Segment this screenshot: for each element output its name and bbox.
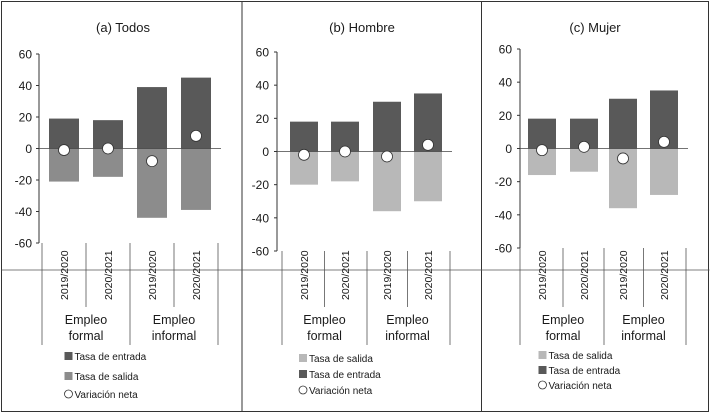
legend-label: Tasa de salida <box>75 372 139 383</box>
group-label-line2: formal <box>69 329 104 343</box>
y-tick-label: 0 <box>262 145 269 159</box>
legend-label: Tasa de entrada <box>549 366 621 377</box>
group-label-line1: Empleo <box>65 313 107 327</box>
group-label-line1: Empleo <box>303 313 345 327</box>
group-label-line2: formal <box>546 329 581 343</box>
y-tick-label: -60 <box>15 237 33 251</box>
y-tick-label: 60 <box>256 46 270 60</box>
bar-tasa-de-salida <box>570 148 598 172</box>
net-variation-marker <box>422 138 434 151</box>
chart-title: (b) Hombre <box>329 20 395 35</box>
y-tick-label: -40 <box>495 208 513 222</box>
y-tick-label: -40 <box>252 211 270 225</box>
chart-panel-2: (b) Hombre 60 40 20 0 -20 -40 -60 2019/2020 2020/… <box>242 20 482 397</box>
group-label-line2: informal <box>385 329 429 343</box>
x-category-label: 2019/2020 <box>299 250 311 300</box>
group-label-line1: Empleo <box>622 313 664 327</box>
group-label-line2: informal <box>152 329 196 343</box>
group-label-line2: formal <box>307 329 342 343</box>
legend-swatch-circle <box>298 385 308 395</box>
net-variation-marker <box>658 135 670 148</box>
legend-swatch <box>538 366 547 374</box>
net-variation-marker <box>381 150 393 163</box>
chart-title: (c) Mujer <box>569 20 621 35</box>
group-label-line2: informal <box>621 329 665 343</box>
chart-panel-3: (c) Mujer 60 40 20 0 -20 -40 -60 2019/2020 2020/2… <box>481 20 710 392</box>
bar-tasa-de-salida <box>650 148 678 195</box>
legend-swatch <box>538 351 547 359</box>
y-tick-label: 20 <box>499 109 513 123</box>
group-label-line1: Empleo <box>153 313 195 327</box>
y-tick-label: 0 <box>505 142 512 156</box>
x-category-label: 2019/2020 <box>537 250 549 300</box>
x-category-label: 2019/2020 <box>382 250 394 300</box>
y-tick-label: 60 <box>19 48 33 62</box>
legend-label: Variación neta <box>549 381 613 392</box>
y-tick-label: 60 <box>499 43 513 57</box>
x-category-label: 2020/2021 <box>579 250 591 300</box>
bar-tasa-de-entrada <box>290 121 318 152</box>
x-category-label: 2020/2021 <box>103 250 115 300</box>
legend-swatch <box>299 370 307 378</box>
net-variation-marker <box>339 145 351 158</box>
x-category-label: 2019/2020 <box>59 250 71 300</box>
y-tick-label: 40 <box>499 76 513 90</box>
bar-tasa-de-entrada <box>528 118 556 149</box>
legend-label: Tasa de entrada <box>309 370 381 381</box>
x-category-label: 2019/2020 <box>147 250 159 300</box>
bar-tasa-de-entrada <box>137 87 167 149</box>
group-label-line1: Empleo <box>386 313 428 327</box>
bar-tasa-de-entrada <box>609 98 637 149</box>
legend-swatch-circle <box>538 380 547 390</box>
bar-tasa-de-entrada <box>49 118 79 149</box>
y-tick-label: 20 <box>19 111 33 125</box>
legend-swatch-circle <box>64 389 73 399</box>
legend-label: Tasa de salida <box>549 351 613 362</box>
net-variation-marker <box>578 140 590 153</box>
legend: Tasa de salida Tasa de entrada Variación n… <box>538 351 621 392</box>
chart-panel-1: (a) Todos 60 40 20 0 -20 -40 -60 2019/2020 2020/2… <box>1 20 242 401</box>
bar-tasa-de-entrada <box>373 101 401 152</box>
legend-label: Variación neta <box>75 390 139 401</box>
net-variation-marker <box>146 155 158 168</box>
x-category-label: 2019/2020 <box>618 250 630 300</box>
group-label-line1: Empleo <box>542 313 584 327</box>
bar-tasa-de-salida <box>181 148 211 210</box>
y-tick-label: 40 <box>19 79 33 93</box>
legend-label: Tasa de entrada <box>75 352 147 363</box>
x-category-label: 2020/2021 <box>340 250 352 300</box>
net-variation-marker <box>617 152 629 165</box>
x-category-label: 2020/2021 <box>191 250 203 300</box>
legend-swatch <box>64 372 73 380</box>
net-variation-marker <box>298 148 310 161</box>
y-tick-label: 40 <box>256 79 270 93</box>
y-tick-label: -20 <box>15 174 33 188</box>
bar-tasa-de-salida <box>414 151 442 202</box>
x-category-label: 2020/2021 <box>423 250 435 300</box>
net-variation-marker <box>58 144 70 156</box>
y-tick-label: -20 <box>252 178 270 192</box>
legend: Tasa de entrada Tasa de salida Variación n… <box>64 352 147 401</box>
chart-title: (a) Todos <box>96 20 150 35</box>
legend-swatch <box>299 354 307 362</box>
net-variation-marker <box>536 144 548 157</box>
net-variation-marker <box>102 142 114 155</box>
y-tick-label: 20 <box>256 112 270 126</box>
legend-swatch <box>64 352 73 360</box>
net-variation-marker <box>190 129 202 142</box>
y-tick-label: -40 <box>15 205 33 219</box>
legend: Tasa de salida Tasa de entrada Variación n… <box>298 354 381 397</box>
legend-label: Variación neta <box>309 386 373 397</box>
legend-label: Tasa de salida <box>309 354 373 365</box>
y-tick-label: 0 <box>25 142 32 156</box>
y-tick-label: -60 <box>495 242 513 256</box>
x-category-label: 2020/2021 <box>659 250 671 300</box>
y-tick-label: -60 <box>252 245 270 259</box>
y-tick-label: -20 <box>495 175 513 189</box>
